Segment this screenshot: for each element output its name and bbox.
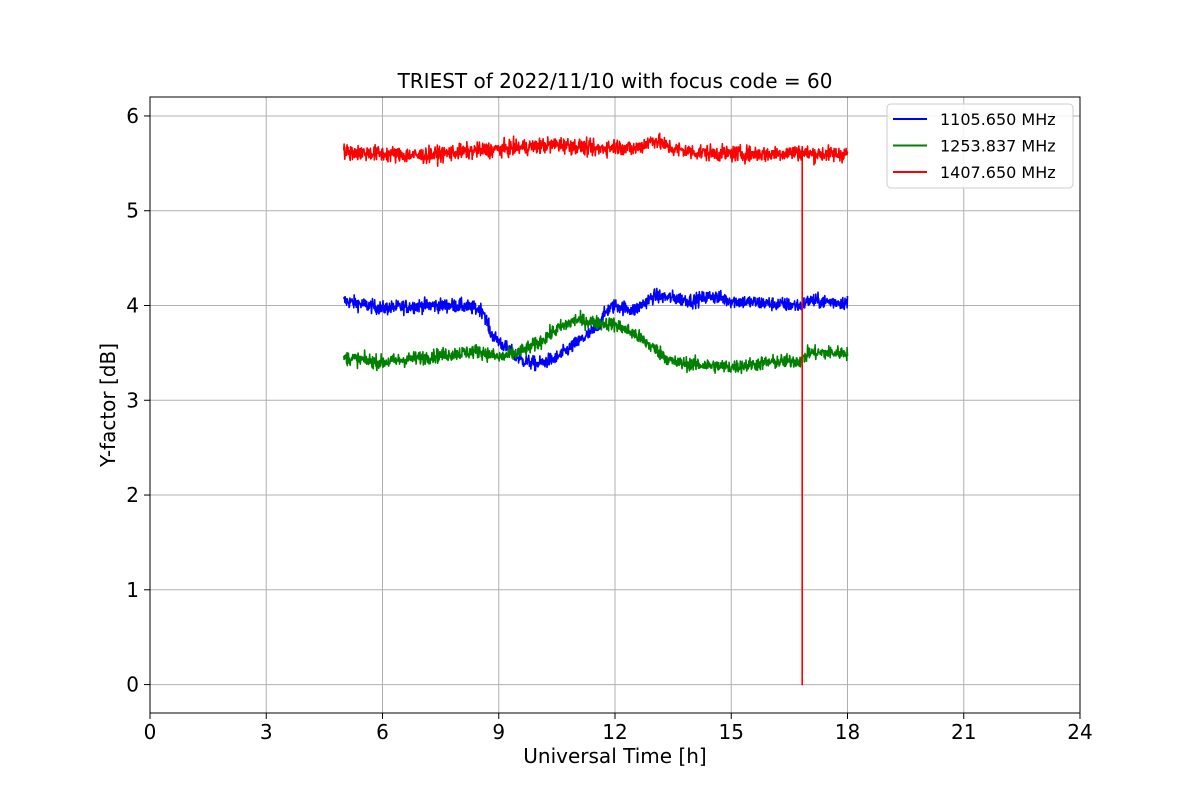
series-layer <box>343 132 849 686</box>
x-axis-ticks: 0 3 6 9 12 15 18 21 24 <box>144 713 1093 744</box>
x-tick-label: 6 <box>376 720 389 744</box>
x-tick-label: 18 <box>835 720 860 744</box>
x-tick-label: 12 <box>602 720 627 744</box>
legend-label: 1105.650 MHz <box>940 110 1056 129</box>
x-tick-label: 24 <box>1067 720 1092 744</box>
y-tick-label: 0 <box>126 673 139 697</box>
y-axis-ticks: 0 1 2 3 4 5 6 <box>126 104 150 697</box>
x-tick-label: 21 <box>951 720 976 744</box>
y-tick-label: 2 <box>126 483 139 507</box>
legend-label: 1407.650 MHz <box>940 163 1056 182</box>
y-tick-label: 6 <box>126 104 139 128</box>
legend-label: 1253.837 MHz <box>940 137 1056 156</box>
x-tick-label: 9 <box>492 720 505 744</box>
x-tick-label: 15 <box>719 720 744 744</box>
y-tick-label: 4 <box>126 293 139 317</box>
legend-box <box>886 103 1074 189</box>
y-tick-label: 5 <box>126 199 139 223</box>
legend: 1105.650 MHz 1253.837 MHz 1407.650 MHz <box>886 103 1074 189</box>
x-tick-label: 0 <box>144 720 157 744</box>
y-axis-label: Y-factor [dB] <box>96 343 120 468</box>
x-axis-label: Universal Time [h] <box>523 744 706 768</box>
x-tick-label: 3 <box>260 720 273 744</box>
y-tick-label: 3 <box>126 388 139 412</box>
series-line <box>343 309 849 375</box>
y-tick-label: 1 <box>126 578 139 602</box>
chart-title: TRIEST of 2022/11/10 with focus code = 6… <box>397 69 833 93</box>
series-line <box>343 132 849 686</box>
